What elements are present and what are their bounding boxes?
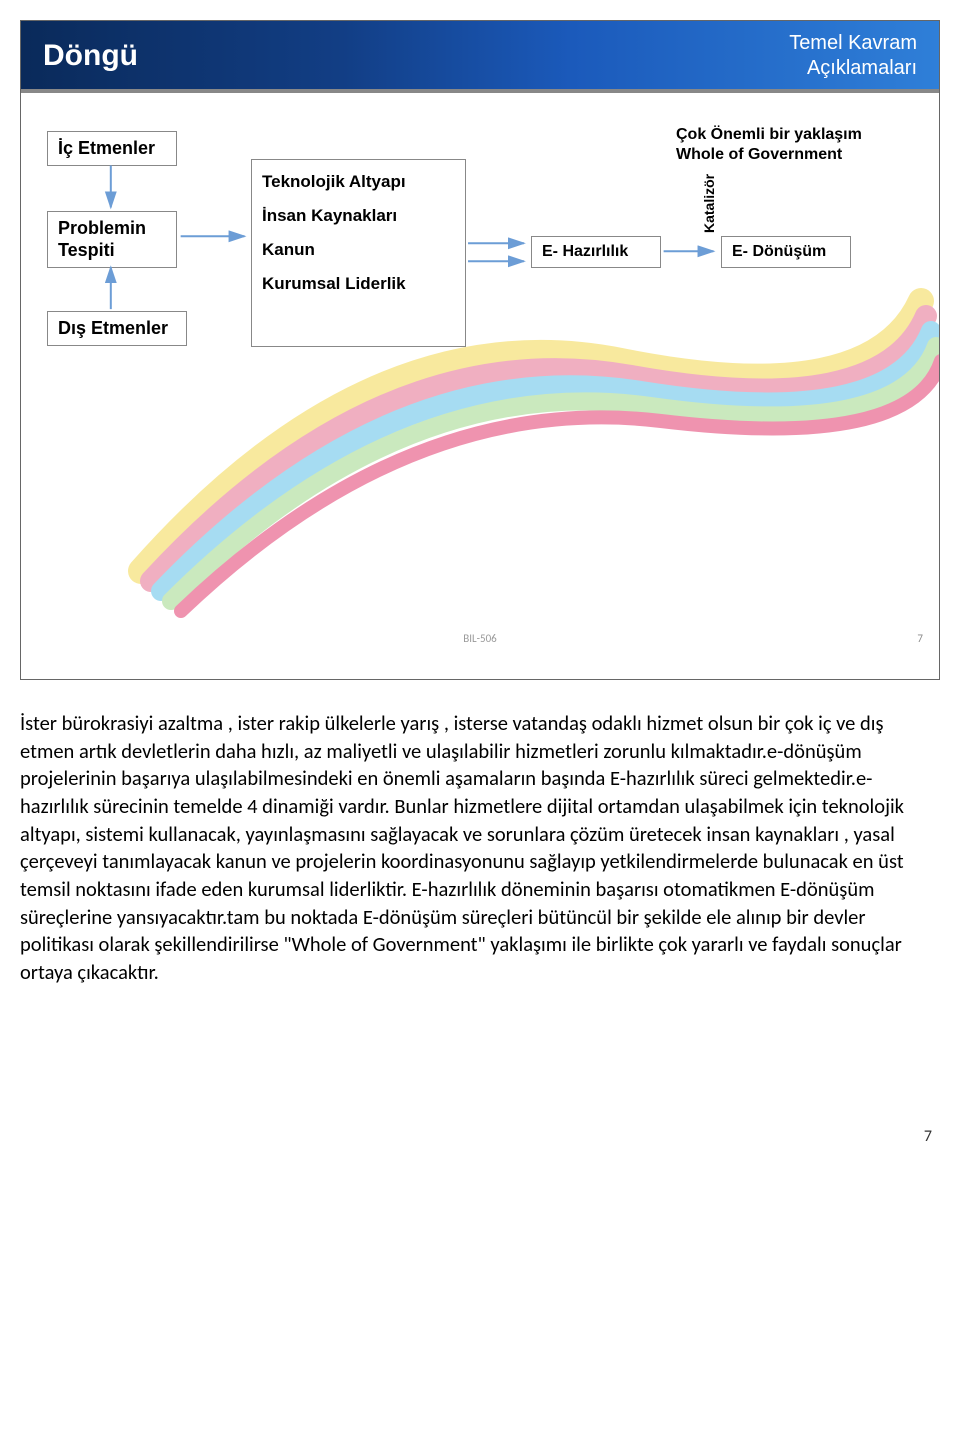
node-teknolojik-altyapi: Teknolojik Altyapı — [262, 172, 455, 192]
slide-subtitle-line1: Temel Kavram — [789, 31, 917, 56]
diagram-area: İç Etmenler Problemin Tespiti Dış Etmenl… — [21, 91, 939, 651]
node-e-donusum: E- Dönüşüm — [721, 236, 851, 268]
slide-subtitle-line2: Açıklamaları — [789, 56, 917, 81]
slide-footer-number: 7 — [917, 632, 923, 645]
label-approach-l1: Çok Önemli bir yaklaşım — [676, 125, 862, 145]
node-insan-kaynaklari: İnsan Kaynakları — [262, 206, 455, 226]
node-kanun: Kanun — [262, 240, 455, 260]
diagram-arrows — [21, 91, 939, 651]
label-approach: Çok Önemli bir yaklaşım Whole of Governm… — [676, 125, 862, 165]
node-kurumsal-liderlik: Kurumsal Liderlik — [262, 274, 455, 294]
rainbow-ribbon — [21, 91, 940, 651]
slide-title: Döngü — [43, 39, 138, 73]
node-e-hazirlilik: E- Hazırlılık — [531, 236, 661, 268]
slide-header: Döngü Temel Kavram Açıklamaları — [21, 21, 939, 91]
slide-footer-code: BIL-506 — [463, 632, 496, 645]
label-katalizor: Katalizör — [701, 175, 717, 233]
node-ic-etmenler: İç Etmenler — [47, 131, 177, 166]
page-number: 7 — [20, 987, 940, 1166]
notes-paragraph: İster bürokrasiyi azaltma , ister rakip … — [20, 710, 940, 987]
node-problemin-tespiti-l2: Tespiti — [58, 240, 166, 262]
slide-frame: Döngü Temel Kavram Açıklamaları İç Etmen… — [20, 20, 940, 680]
node-problemin-tespiti: Problemin Tespiti — [47, 211, 177, 268]
label-approach-l2: Whole of Government — [676, 145, 862, 165]
node-problemin-tespiti-l1: Problemin — [58, 218, 166, 240]
node-middle-stack: Teknolojik Altyapı İnsan Kaynakları Kanu… — [251, 159, 466, 347]
node-dis-etmenler: Dış Etmenler — [47, 311, 187, 346]
slide-subtitle: Temel Kavram Açıklamaları — [789, 31, 917, 81]
